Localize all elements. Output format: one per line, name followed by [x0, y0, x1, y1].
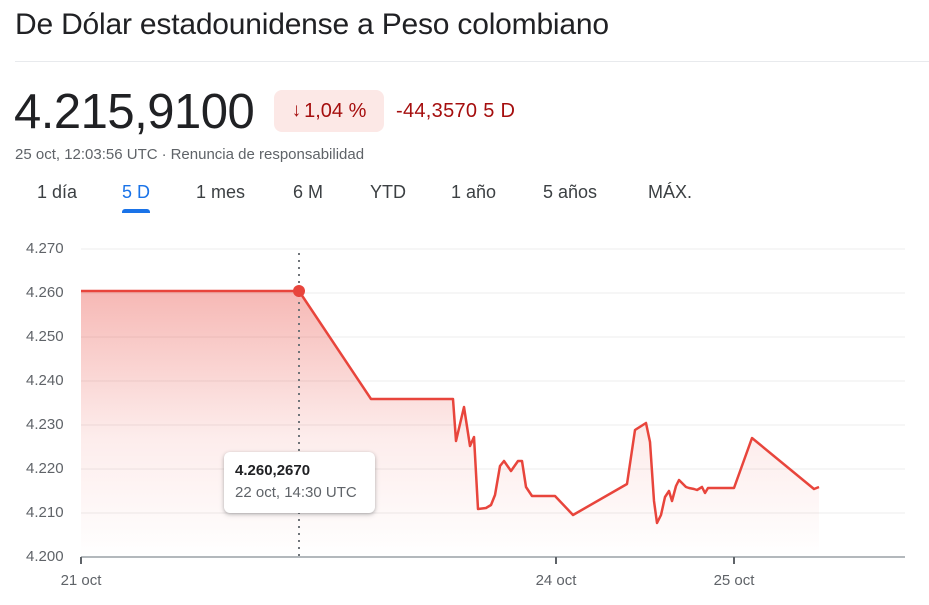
title-divider — [15, 61, 929, 62]
y-tick-label: 4.240 — [26, 372, 64, 389]
disclaimer-link[interactable]: Renuncia de responsabilidad — [170, 146, 365, 163]
range-tabs: 1 día 5 D 1 mes 6 M YTD 1 año 5 años MÁX… — [0, 172, 760, 214]
page-title: De Dólar estadounidense a Peso colombian… — [15, 8, 609, 41]
price-line — [81, 289, 820, 525]
x-tick-label: 25 oct — [713, 572, 755, 589]
tooltip-value: 4.260,2670 — [235, 462, 311, 479]
current-price: 4.215,9100 — [14, 85, 255, 139]
tab-1-dia[interactable]: 1 día — [37, 182, 78, 202]
change-absolute: -44,3570 5 D — [396, 100, 516, 122]
y-tick-label: 4.270 — [26, 240, 64, 257]
tab-5-anos[interactable]: 5 años — [543, 182, 598, 202]
tab-1-mes[interactable]: 1 mes — [196, 182, 246, 202]
chart-tooltip: 4.260,2670 22 oct, 14:30 UTC — [224, 452, 375, 513]
y-tick-label: 4.250 — [26, 328, 64, 345]
meta-separator: · — [161, 146, 167, 163]
y-tick-label: 4.220 — [26, 460, 64, 477]
arrow-down-icon: ↓ — [291, 100, 302, 121]
y-tick-label: 4.230 — [26, 416, 64, 433]
x-tick-label: 21 oct — [60, 572, 102, 589]
price-chart[interactable]: 4.270 4.260 4.250 4.240 4.230 4.220 4.21… — [0, 225, 929, 605]
change-percent-badge: ↓ 1,04 % — [274, 90, 384, 132]
x-tick-label: 24 oct — [535, 572, 577, 589]
tab-5-d[interactable]: 5 D — [122, 182, 151, 213]
chart-plot[interactable] — [0, 225, 929, 605]
hover-point — [293, 285, 305, 297]
price-area — [81, 291, 819, 557]
quote-meta: 25 oct, 12:03:56 UTC · Renuncia de respons… — [15, 146, 364, 163]
quote-timestamp: 25 oct, 12:03:56 UTC — [15, 146, 158, 163]
tab-1-ano[interactable]: 1 año — [451, 182, 497, 202]
tab-ytd[interactable]: YTD — [370, 182, 406, 202]
tooltip-time: 22 oct, 14:30 UTC — [235, 484, 357, 501]
tab-6-m[interactable]: 6 M — [293, 182, 324, 202]
y-tick-label: 4.210 — [26, 504, 64, 521]
tab-max[interactable]: MÁX. — [648, 182, 693, 202]
y-tick-label: 4.200 — [26, 548, 64, 565]
y-tick-label: 4.260 — [26, 284, 64, 301]
change-percent: 1,04 % — [304, 99, 367, 122]
active-tab-indicator — [122, 209, 151, 213]
